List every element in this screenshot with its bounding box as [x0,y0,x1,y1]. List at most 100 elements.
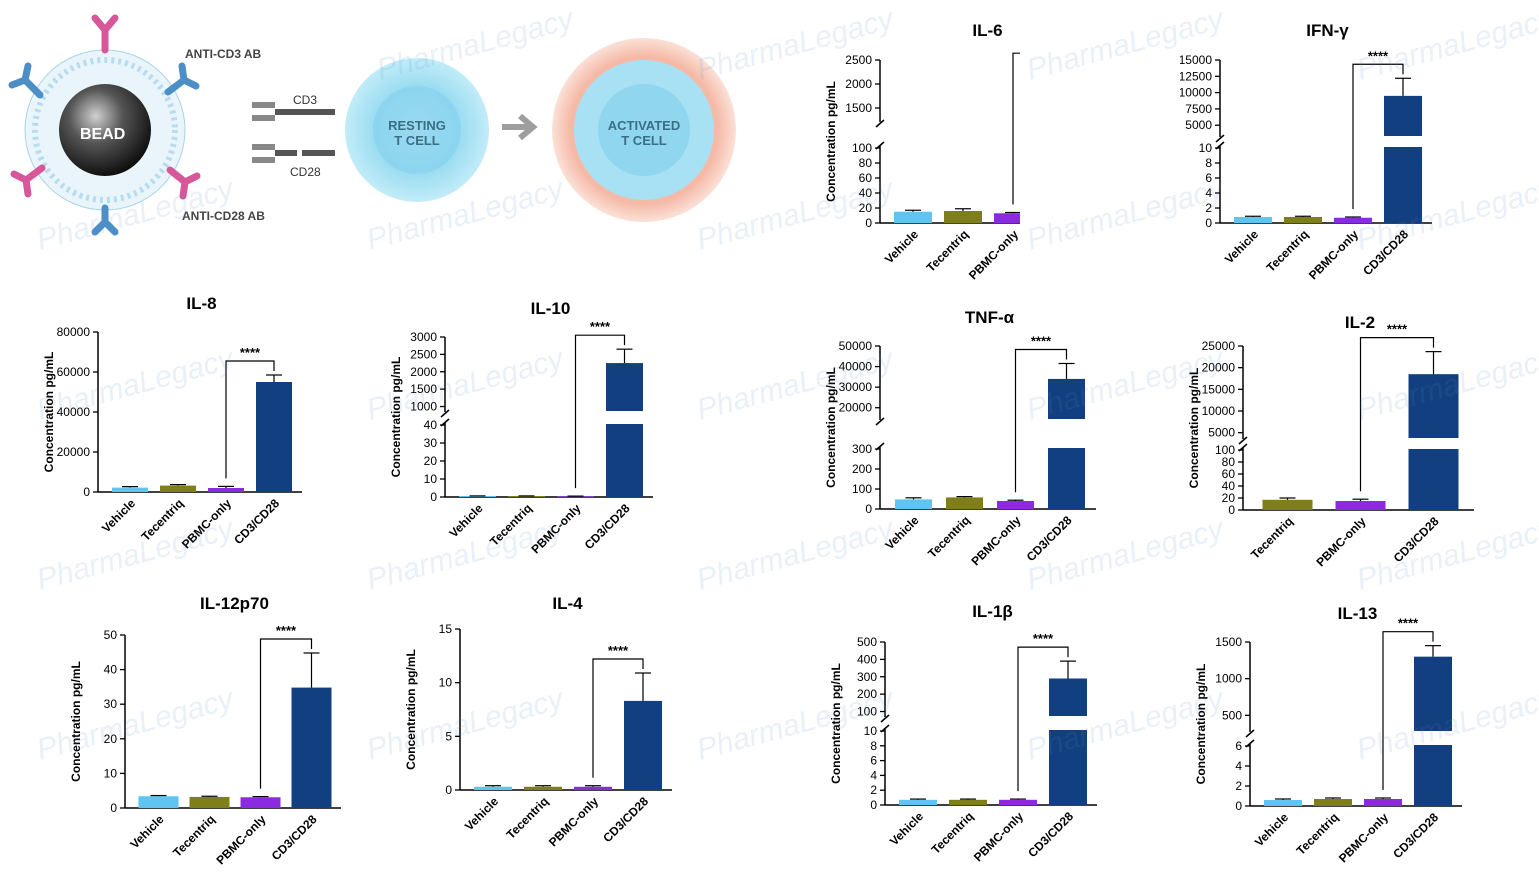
y-tick-label: 10 [1199,141,1213,155]
y-tick-label: 6 [870,754,877,768]
bar-vehicle [112,487,148,492]
bar-pbmc-only [1334,217,1372,223]
y-tick-label: 40 [424,418,438,432]
bar-pbmc-only [999,799,1037,805]
chart-title: IL-1β [972,602,1013,621]
y-tick-label: 10000 [1202,404,1236,418]
y-tick-label: 80 [1222,455,1236,469]
y-tick-label: 100 [1215,443,1235,457]
y-tick-label: 6 [1205,171,1212,185]
significance-bracket [1382,631,1434,790]
y-tick-label: 2 [1205,201,1212,215]
x-tick-label: CD3/CD28 [1360,227,1411,278]
axis-break-mark [875,417,885,426]
arrow-icon [502,113,538,141]
y-tick-label: 50 [104,628,118,642]
y-tick-label: 8 [1205,156,1212,170]
y-tick-label: 15000 [1202,382,1236,396]
y-tick-label: 5000 [1208,426,1235,440]
x-tick-label: Tecentriq [139,496,186,543]
y-tick-label: 4 [1205,186,1212,200]
bar-break-gap [1047,419,1086,448]
y-tick-label: 10 [424,472,438,486]
y-tick-label: 30000 [839,380,873,394]
y-tick-label: 400 [857,652,877,666]
x-tick-label: Tecentriq [1264,227,1311,274]
x-tick-label: Vehicle [1252,810,1291,849]
significance-bracket [225,360,275,479]
x-tick-label: PBMC-only [1313,514,1368,569]
significance-label: **** [1031,333,1052,348]
chart-title: IL-13 [1338,604,1378,623]
y-axis-label: Concentration pg/mL [42,352,56,473]
y-axis-label: Concentration pg/mL [1194,664,1208,785]
axis-break-mark [875,119,885,128]
x-tick-label: PBMC-only [179,496,234,551]
y-tick-label: 12500 [1180,69,1212,83]
bar-break-gap [1383,136,1423,147]
y-tick-label: 20 [104,732,118,746]
significance-label: **** [240,345,261,360]
chart-il10: IL-10 Concentration pg/mL 0 10 20 30 40 1000 150… [389,299,653,556]
bar-pbmc-only [1364,799,1402,806]
x-tick-label: Tecentriq [487,501,534,548]
y-tick-label: 2500 [410,347,437,361]
resting-label-line2: T CELL [394,133,440,148]
y-tick-label: 0 [865,216,872,230]
axis-break-mark [1238,436,1248,445]
y-axis-label: Concentration pg/mL [824,367,838,488]
y-tick-label: 0 [870,798,877,812]
chart-ifng: IFN-γConcentration pg/mL0246810500075001… [1180,21,1432,282]
y-tick-label: 0 [445,783,452,797]
y-tick-label: 5 [445,729,452,743]
significance-label: **** [608,643,629,658]
y-tick-label: 15000 [1180,53,1212,67]
y-tick-label: 20000 [1202,361,1236,375]
chart-tnfa: TNF-α Concentration pg/mL 0 100 200 300 20000 3… [824,308,1096,568]
significance-label: **** [1368,48,1389,63]
significance-label: **** [1033,631,1054,646]
y-tick-label: 2500 [845,53,872,67]
anti-cd28-label: ANTI-CD28 AB [182,209,265,223]
bar-cd3-cd28 [1384,95,1422,223]
bar-break-gap [1407,438,1460,449]
y-tick-label: 300 [857,670,877,684]
x-tick-label: Vehicle [882,513,921,552]
y-tick-label: 15 [439,622,453,636]
x-tick-label: PBMC-only [213,812,268,867]
chart-title: IL-10 [531,299,571,318]
y-axis-label: Concentration pg/mL [829,663,843,784]
y-tick-label: 200 [857,687,877,701]
x-tick-label: PBMC-only [966,227,1020,282]
y-tick-label: 20 [424,454,438,468]
chart-il4: IL-4 Concentration pg/mL 0 5 10 15 Vehicle Tece… [404,594,672,849]
x-tick-label: Tecentriq [504,794,551,841]
y-tick-label: 80 [859,156,873,170]
x-tick-label: Vehicle [882,227,921,266]
y-tick-label: 10 [104,766,118,780]
significance-bracket [592,658,644,778]
bar-break-gap [605,411,644,424]
y-tick-label: 500 [1222,708,1242,722]
y-axis-label: Concentration pg/mL [69,661,83,782]
bar-tecentriq [160,485,196,492]
bar-vehicle [895,499,932,509]
x-tick-label: Tecentriq [1248,514,1295,561]
x-tick-label: CD3/CD28 [1391,514,1442,565]
y-tick-label: 300 [852,442,872,456]
y-tick-label: 20 [1222,491,1236,505]
bar-cd3-cd28 [256,382,292,492]
chart-il8: IL-8 Concentration pg/mL 0 20000 40000 60000 8… [42,294,302,551]
y-tick-label: 60000 [57,365,91,379]
bar-pbmc-only [1335,501,1386,510]
y-tick-label: 0 [1228,503,1235,517]
bar-vehicle [474,786,512,790]
bar-tecentriq [1284,217,1322,223]
significance-bracket [1359,337,1435,492]
y-axis-label: Concentration pg/mL [824,81,838,202]
y-tick-label: 1500 [410,382,437,396]
y-tick-label: 2000 [410,365,437,379]
bar-vehicle [138,796,179,808]
